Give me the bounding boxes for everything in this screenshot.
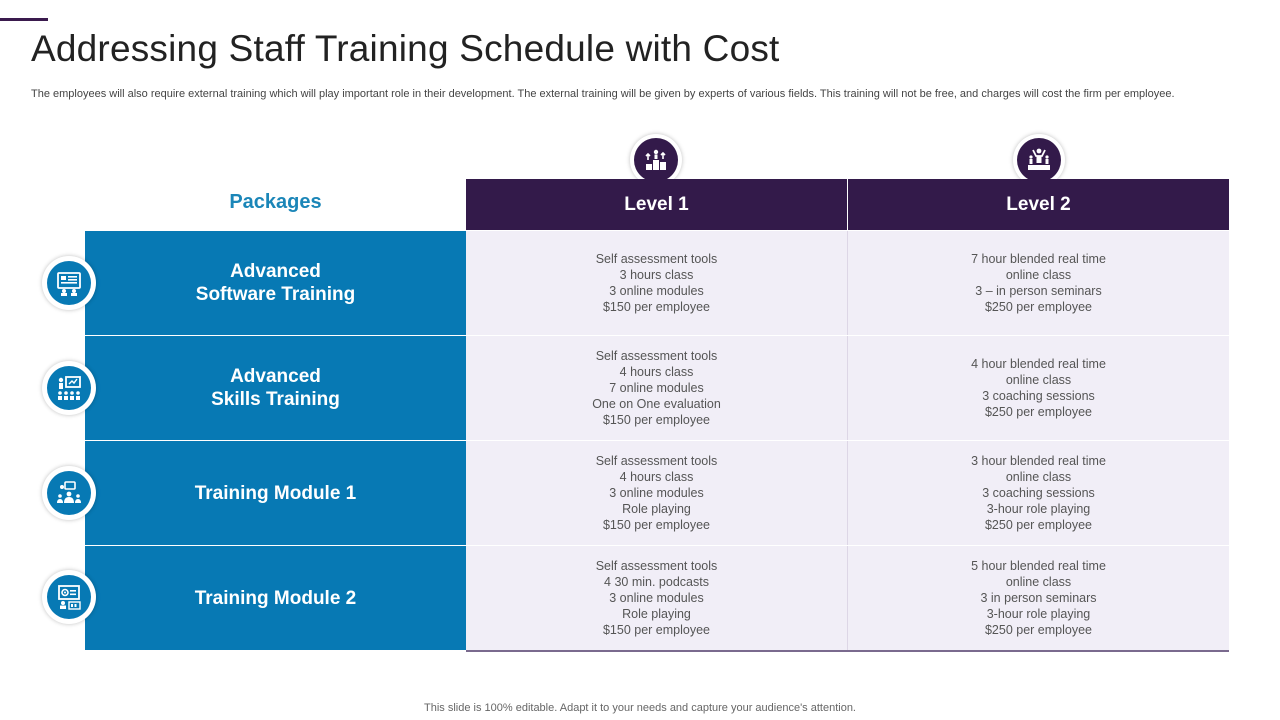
- level-2-cell: 5 hour blended real time online class 3 …: [848, 546, 1229, 650]
- cell-line: Self assessment tools: [595, 349, 718, 363]
- level-2-cell: 3 hour blended real time online class 3 …: [848, 441, 1229, 545]
- package-cell: Advanced Skills Training: [85, 336, 466, 440]
- table-row: Advanced Software Training Self assessme…: [85, 231, 1229, 336]
- podium-growth-icon: [630, 134, 682, 186]
- package-cell: Training Module 2: [85, 546, 466, 650]
- team-training-icon: [42, 466, 96, 520]
- slide-title: Addressing Staff Training Schedule with …: [31, 28, 780, 69]
- cell-line: online class: [1005, 373, 1072, 387]
- title-accent-bar: [0, 18, 48, 21]
- cell-line: $150 per employee: [602, 623, 711, 637]
- winner-podium-icon: [1013, 134, 1065, 186]
- cell-line: online class: [1005, 470, 1072, 484]
- cell-line: $250 per employee: [984, 623, 1093, 637]
- slide-subtitle: The employees will also require external…: [31, 88, 1175, 100]
- level-2-cell: 7 hour blended real time online class 3 …: [848, 231, 1229, 335]
- cell-line: Role playing: [622, 607, 691, 621]
- cell-line: One on One evaluation: [592, 397, 721, 411]
- cell-line: Role playing: [622, 502, 691, 516]
- software-training-icon: [42, 256, 96, 310]
- column-divider: [847, 546, 848, 650]
- cell-line: $150 per employee: [602, 518, 711, 532]
- cell-line: 3 hour blended real time: [971, 454, 1106, 468]
- row-divider: [85, 440, 1229, 441]
- cell-line: $150 per employee: [602, 300, 711, 314]
- column-divider: [847, 441, 848, 545]
- level-1-cell: Self assessment tools 4 hours class 7 on…: [466, 336, 847, 440]
- table-bottom-border: [466, 650, 1229, 652]
- package-label-line: Advanced: [230, 366, 321, 387]
- table-row: Advanced Skills Training Self assessment…: [85, 336, 1229, 441]
- column-divider: [847, 336, 848, 440]
- column-header-level-2: Level 2: [848, 179, 1229, 230]
- level-2-cell: 4 hour blended real time online class 3 …: [848, 336, 1229, 440]
- cell-line: 3 online modules: [609, 591, 704, 605]
- row-divider: [85, 335, 1229, 336]
- cell-line: 7 hour blended real time: [971, 252, 1106, 266]
- cell-line: 3 online modules: [609, 284, 704, 298]
- cell-line: online class: [1005, 575, 1072, 589]
- cell-line: 4 30 min. podcasts: [604, 575, 709, 589]
- level-1-cell: Self assessment tools 3 hours class 3 on…: [466, 231, 847, 335]
- level-1-cell: Self assessment tools 4 30 min. podcasts…: [466, 546, 847, 650]
- cell-line: $250 per employee: [984, 300, 1093, 314]
- package-cell: Advanced Software Training: [85, 231, 466, 335]
- package-label-line: Training Module 2: [194, 587, 357, 609]
- cell-line: 3-hour role playing: [986, 607, 1091, 621]
- column-header-level-1: Level 1: [466, 179, 847, 230]
- cell-line: 4 hour blended real time: [971, 357, 1106, 371]
- module-settings-icon: [42, 570, 96, 624]
- packages-header: Packages: [229, 191, 322, 213]
- cell-line: 3 coaching sessions: [982, 486, 1095, 500]
- cell-line: Self assessment tools: [595, 559, 718, 573]
- row-divider: [85, 545, 1229, 546]
- cell-line: 3 – in person seminars: [975, 284, 1102, 298]
- slide-footer-note: This slide is 100% editable. Adapt it to…: [424, 702, 856, 714]
- cell-line: online class: [1005, 268, 1072, 282]
- cell-line: 3 in person seminars: [980, 591, 1097, 605]
- cell-line: 4 hours class: [619, 470, 694, 484]
- table-row: Training Module 1 Self assessment tools …: [85, 441, 1229, 546]
- column-divider: [847, 231, 848, 335]
- level-1-cell: Self assessment tools 4 hours class 3 on…: [466, 441, 847, 545]
- cell-line: 3 online modules: [609, 486, 704, 500]
- cell-line: 5 hour blended real time: [971, 559, 1106, 573]
- cell-line: 3 hours class: [619, 268, 694, 282]
- table-row: Training Module 2 Self assessment tools …: [85, 546, 1229, 652]
- cell-line: Self assessment tools: [595, 252, 718, 266]
- package-cell: Training Module 1: [85, 441, 466, 545]
- cell-line: $250 per employee: [984, 518, 1093, 532]
- cell-line: 7 online modules: [609, 381, 704, 395]
- package-label-line: Advanced: [230, 261, 321, 282]
- package-label-line: Software Training: [195, 284, 356, 305]
- cell-line: 3-hour role playing: [986, 502, 1091, 516]
- skills-presentation-icon: [42, 361, 96, 415]
- cell-line: 3 coaching sessions: [982, 389, 1095, 403]
- package-label-line: Training Module 1: [194, 482, 357, 504]
- cell-line: $250 per employee: [984, 405, 1093, 419]
- cell-line: $150 per employee: [602, 413, 711, 427]
- cell-line: 4 hours class: [619, 365, 694, 379]
- package-label-line: Skills Training: [211, 389, 340, 410]
- cell-line: Self assessment tools: [595, 454, 718, 468]
